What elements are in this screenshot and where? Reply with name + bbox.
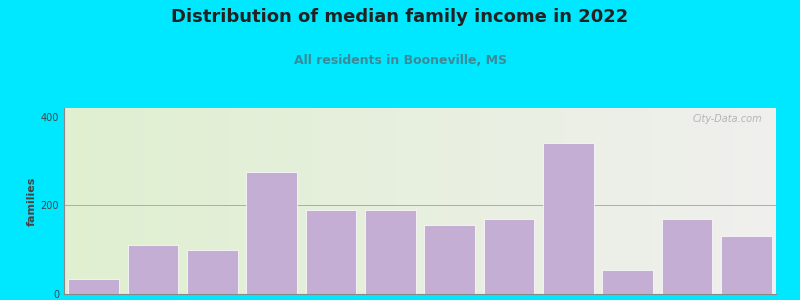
Bar <box>721 236 771 294</box>
Bar <box>602 270 653 294</box>
Bar <box>128 245 178 294</box>
Text: City-Data.com: City-Data.com <box>692 114 762 124</box>
Bar <box>187 250 238 294</box>
Bar <box>425 225 475 294</box>
Bar <box>484 219 534 294</box>
Bar <box>69 278 119 294</box>
Y-axis label: families: families <box>26 176 37 226</box>
Bar <box>662 219 712 294</box>
Text: All residents in Booneville, MS: All residents in Booneville, MS <box>294 54 506 67</box>
Bar <box>365 210 415 294</box>
Bar <box>306 210 356 294</box>
Text: Distribution of median family income in 2022: Distribution of median family income in … <box>171 8 629 26</box>
Bar <box>543 143 594 294</box>
Bar <box>246 172 297 294</box>
